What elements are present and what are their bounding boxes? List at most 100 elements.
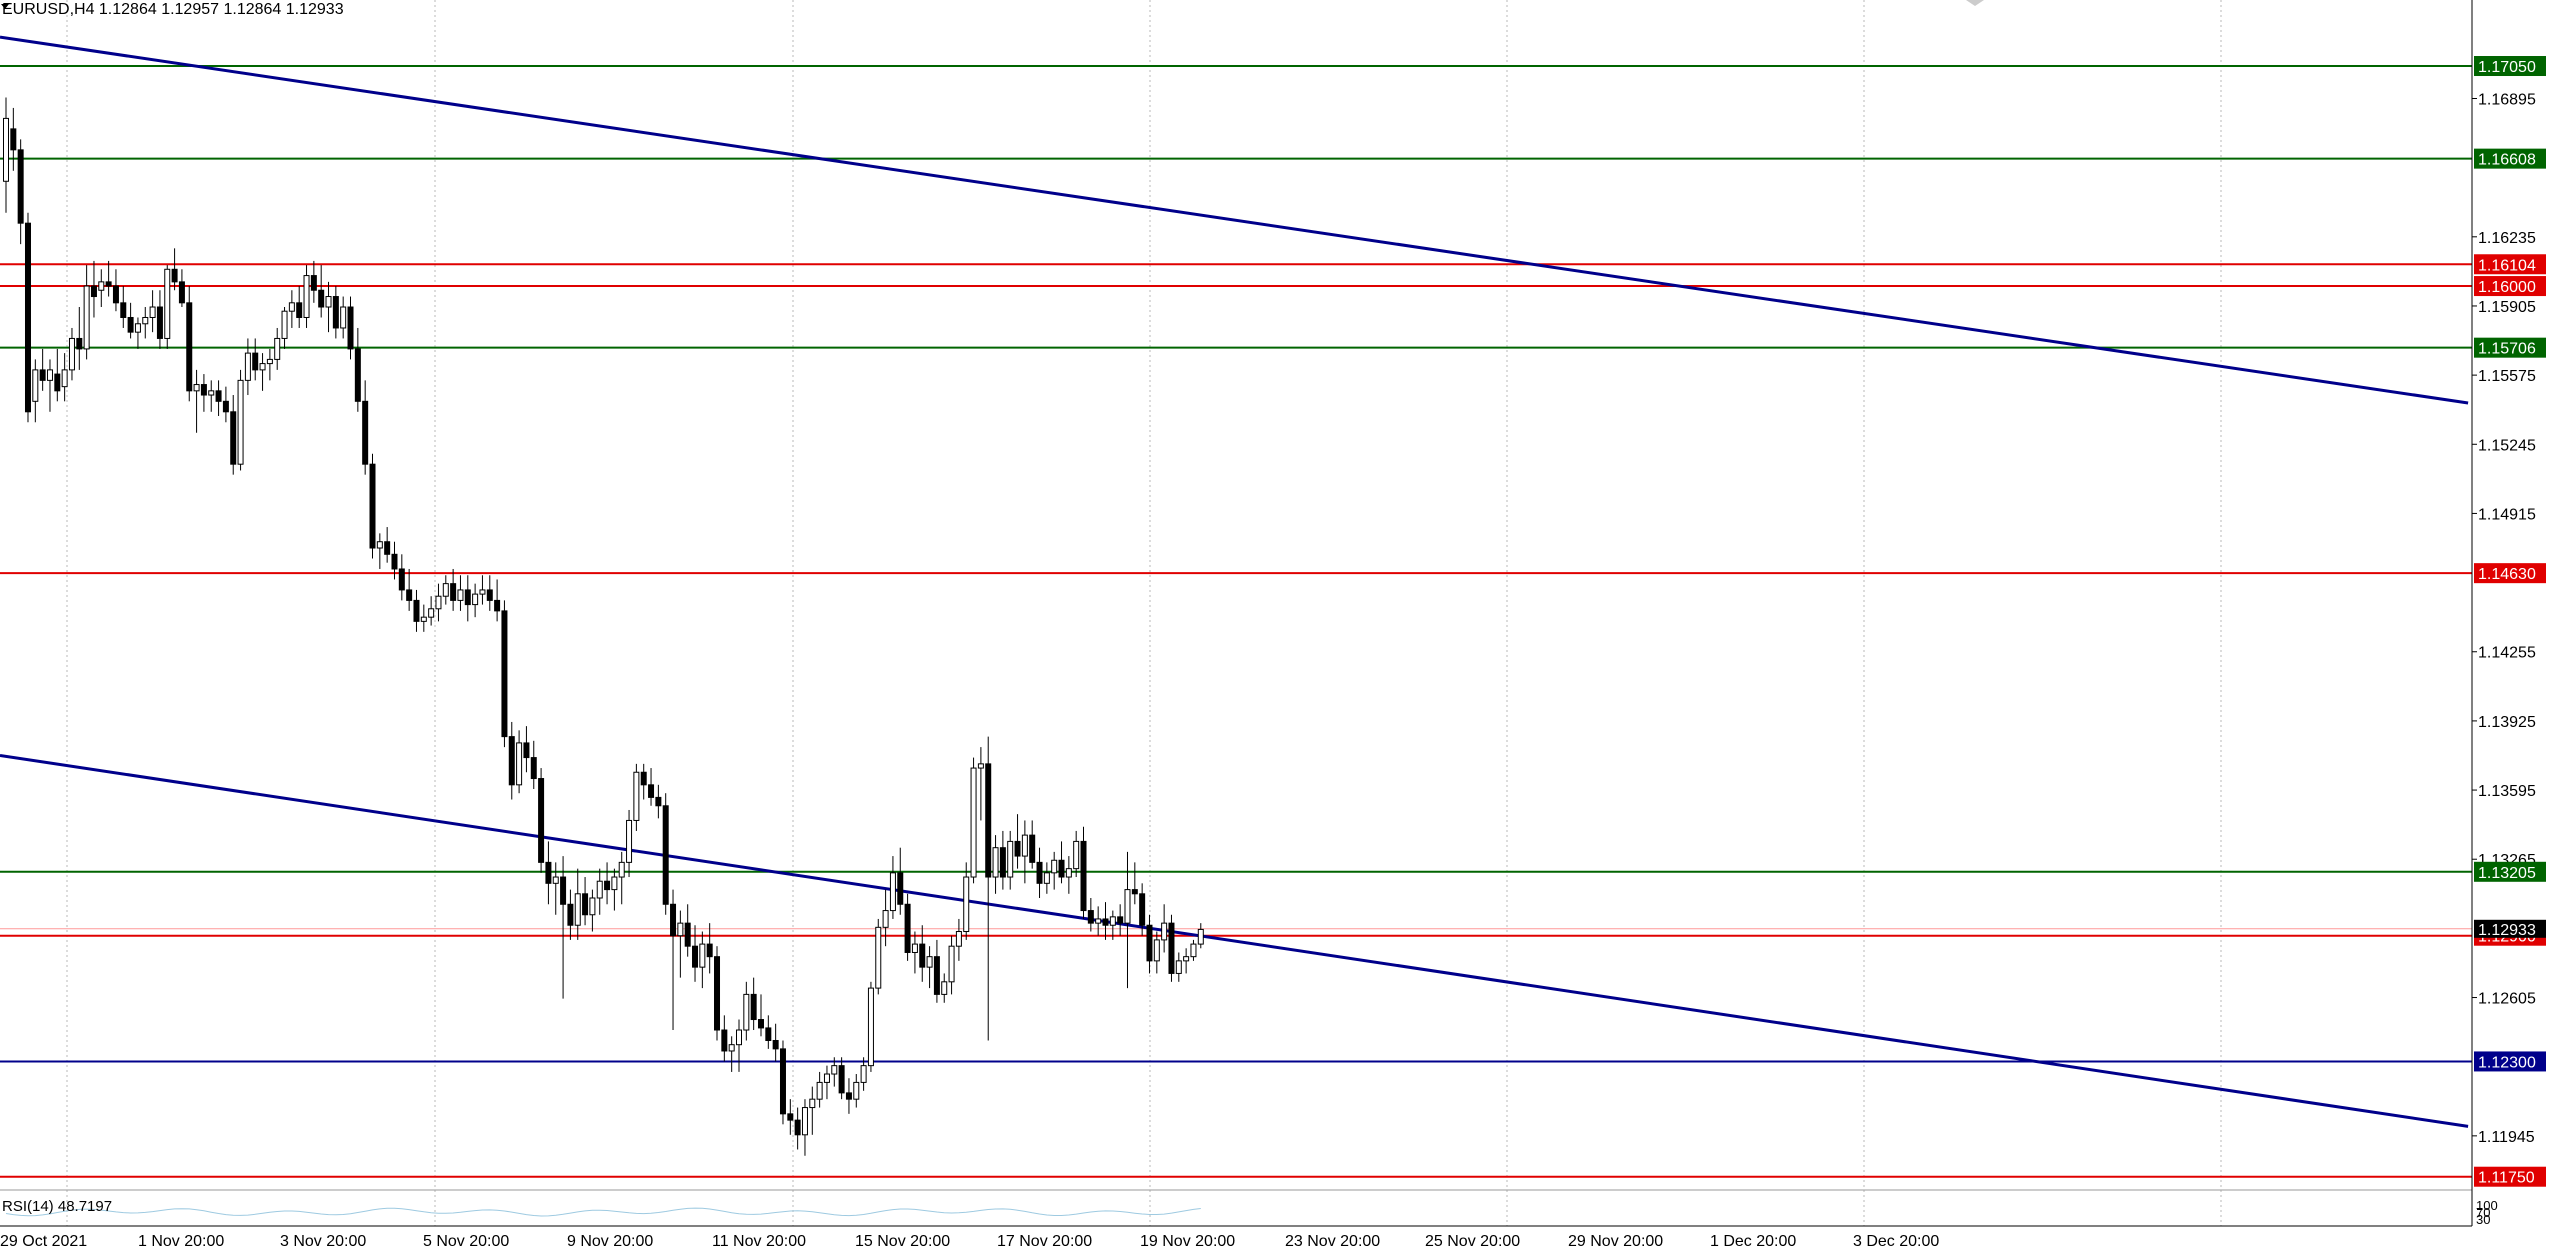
candle-133: [977, 747, 984, 821]
candle-119: [875, 918, 882, 995]
candle-45: [332, 286, 339, 339]
candle-96: [706, 923, 713, 974]
horizontal-levels: [0, 65, 2472, 1178]
candle-40: [296, 286, 303, 328]
candle-15: [112, 269, 119, 312]
candle-67: [494, 579, 501, 622]
price-axis: [0, 0, 2473, 1227]
candle-158: [1161, 904, 1168, 953]
candle-137: [1007, 830, 1014, 890]
date-label-10: 25 Nov 20:00: [1425, 1233, 1520, 1250]
candle-91: [670, 889, 677, 1031]
level-tag-4: 1.15706: [2478, 341, 2536, 358]
candle-6: [46, 359, 53, 412]
chart-menu-arrow-icon[interactable]: [1, 4, 9, 9]
candle-152: [1117, 904, 1124, 936]
candle-110: [809, 1086, 816, 1135]
candle-134: [985, 736, 992, 1041]
candle-63: [464, 575, 471, 622]
candle-148: [1087, 897, 1094, 932]
candle-87: [640, 763, 647, 800]
candle-80: [589, 889, 596, 932]
candle-60: [442, 575, 449, 605]
candle-41: [303, 265, 310, 328]
candle-54: [398, 554, 405, 601]
candle-84: [618, 851, 625, 905]
candle-22: [164, 265, 171, 349]
candle-117: [860, 1057, 867, 1091]
candle-95: [699, 931, 706, 989]
vertical-gridlines: [66, 0, 2222, 1226]
shift-marker-icon[interactable]: [1966, 0, 1984, 6]
candle-39: [288, 290, 295, 328]
candle-17: [127, 302, 134, 339]
candle-74: [545, 841, 552, 905]
candle-23: [171, 248, 178, 291]
candle-10: [76, 307, 83, 370]
candle-78: [574, 868, 581, 940]
candle-50: [369, 453, 376, 559]
candle-0: [3, 97, 9, 213]
candle-126: [926, 946, 933, 989]
price-tick-8: 1.13595: [2478, 783, 2536, 800]
level-tag-9: 1.11750: [2478, 1170, 2535, 1187]
level-tag-bg-6: [2474, 861, 2546, 882]
candle-36: [266, 348, 273, 381]
date-label-12: 1 Dec 20:00: [1710, 1233, 1796, 1250]
trendline-1[interactable]: [0, 754, 2469, 1128]
candle-4: [32, 359, 39, 423]
candle-99: [728, 1036, 735, 1072]
candle-104: [765, 1015, 772, 1049]
candle-14: [105, 260, 112, 297]
candle-68: [501, 600, 508, 748]
candle-98: [721, 1015, 728, 1062]
candle-154: [1131, 862, 1138, 905]
candle-86: [633, 763, 640, 831]
candle-90: [662, 793, 669, 915]
candle-108: [794, 1107, 801, 1150]
candle-44: [325, 281, 332, 333]
candle-11: [83, 265, 90, 360]
candle-89: [655, 784, 662, 819]
candle-47: [347, 296, 354, 360]
candle-77: [567, 889, 574, 940]
candle-16: [120, 286, 127, 328]
candle-112: [823, 1065, 830, 1100]
candle-73: [538, 768, 545, 873]
current-price-box: [2474, 919, 2546, 938]
price-tick-10: 1.12605: [2478, 991, 2536, 1008]
trendlines: [0, 35, 2469, 1128]
candle-94: [692, 925, 699, 982]
candle-37: [274, 327, 281, 370]
candle-20: [149, 290, 156, 333]
date-label-2: 3 Nov 20:00: [280, 1233, 366, 1250]
candle-107: [787, 1099, 794, 1135]
candle-25: [186, 286, 193, 402]
candle-116: [853, 1074, 860, 1108]
level-tag-3: 1.16000: [2478, 279, 2536, 296]
candle-28: [208, 380, 215, 412]
rsi-subwindow: RSI(14) 48.7197 100 70 30: [0, 1189, 2498, 1227]
rsi-scale-70: 70: [2476, 1205, 2490, 1220]
level-tag-bg-8: [2474, 1051, 2546, 1072]
candle-155: [1139, 883, 1146, 936]
candle-34: [252, 338, 259, 381]
candle-18: [134, 317, 141, 349]
date-label-7: 17 Nov 20:00: [997, 1233, 1092, 1250]
candle-102: [750, 977, 757, 1031]
chart-title: EURUSD,H4 1.12864 1.12957 1.12864 1.1293…: [2, 1, 344, 18]
candlesticks: [3, 97, 1204, 1156]
candle-115: [845, 1078, 852, 1114]
level-tag-bg-2: [2474, 254, 2546, 275]
candle-48: [354, 327, 361, 412]
trendline-0[interactable]: [0, 35, 2469, 405]
candle-53: [391, 541, 398, 580]
candle-51: [376, 533, 383, 569]
level-tag-bg-4: [2474, 337, 2546, 358]
candle-122: [897, 847, 904, 915]
candle-57: [420, 604, 427, 632]
current-price-value: 1.12933: [2478, 922, 2536, 939]
candle-43: [318, 265, 325, 318]
rsi-scale-30: 30: [2476, 1212, 2490, 1227]
